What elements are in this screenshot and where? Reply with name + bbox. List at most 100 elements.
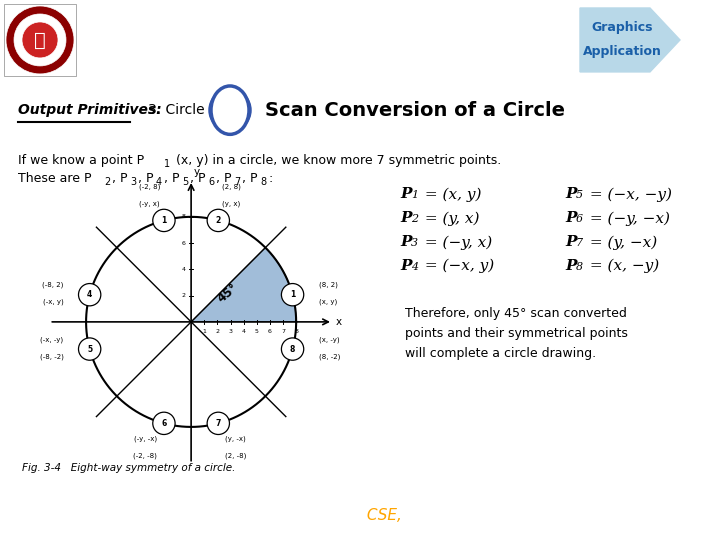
Text: = (−x, y): = (−x, y) bbox=[420, 259, 494, 273]
Text: 8: 8 bbox=[290, 345, 295, 354]
Text: P: P bbox=[400, 235, 412, 249]
Text: 3: 3 bbox=[228, 329, 233, 334]
Text: 8: 8 bbox=[294, 329, 298, 334]
Text: , P: , P bbox=[242, 172, 258, 185]
Circle shape bbox=[210, 90, 250, 130]
Text: Therefore, only 45° scan converted
points and their symmetrical points
will comp: Therefore, only 45° scan converted point… bbox=[405, 307, 628, 360]
Text: :: : bbox=[268, 172, 272, 185]
Circle shape bbox=[78, 284, 101, 306]
Text: (x, -y): (x, -y) bbox=[319, 336, 339, 342]
Text: = (−y, −x): = (−y, −x) bbox=[585, 211, 670, 226]
Text: 1: 1 bbox=[164, 159, 170, 170]
Text: Scan Conversion of a Circle: Scan Conversion of a Circle bbox=[265, 100, 565, 120]
Text: = (x, −y): = (x, −y) bbox=[585, 259, 660, 273]
Circle shape bbox=[153, 210, 175, 232]
Text: (2, -8): (2, -8) bbox=[225, 452, 246, 458]
Text: 4: 4 bbox=[411, 262, 418, 272]
Text: 1: 1 bbox=[411, 190, 418, 200]
Text: 2: 2 bbox=[182, 293, 186, 298]
Text: CSE 403: Computer Graphics: CSE 403: Computer Graphics bbox=[95, 26, 566, 54]
Text: , P: , P bbox=[190, 172, 205, 185]
Text: These are P: These are P bbox=[18, 172, 91, 185]
Text: , P: , P bbox=[216, 172, 232, 185]
Text: P: P bbox=[565, 259, 577, 273]
Text: 2: 2 bbox=[104, 177, 110, 187]
Text: 7: 7 bbox=[576, 238, 583, 248]
Text: (x, y): (x, y) bbox=[319, 299, 337, 305]
Wedge shape bbox=[191, 248, 296, 322]
Circle shape bbox=[207, 210, 230, 232]
Text: Output Primitives:: Output Primitives: bbox=[18, 103, 161, 117]
Text: = (y, x): = (y, x) bbox=[420, 211, 480, 226]
Text: (8, -2): (8, -2) bbox=[319, 353, 341, 360]
Text: (-8, 2): (-8, 2) bbox=[42, 282, 63, 288]
Text: (-x, -y): (-x, -y) bbox=[40, 336, 63, 342]
Text: 3. Circle: 3. Circle bbox=[148, 103, 204, 117]
Text: 2: 2 bbox=[411, 214, 418, 224]
Text: (-y, x): (-y, x) bbox=[140, 201, 160, 207]
Ellipse shape bbox=[211, 86, 249, 134]
Text: = (−x, −y): = (−x, −y) bbox=[585, 187, 672, 201]
Text: (y, -x): (y, -x) bbox=[225, 435, 246, 442]
Text: (-x, y): (-x, y) bbox=[42, 299, 63, 305]
Text: 6: 6 bbox=[576, 214, 583, 224]
Circle shape bbox=[282, 284, 304, 306]
Text: P: P bbox=[565, 235, 577, 249]
Text: 7: 7 bbox=[234, 177, 240, 187]
Text: 4: 4 bbox=[87, 290, 92, 299]
Text: , P: , P bbox=[112, 172, 127, 185]
Text: (-2, 8): (-2, 8) bbox=[139, 184, 160, 190]
Text: , P: , P bbox=[164, 172, 179, 185]
Circle shape bbox=[14, 14, 66, 66]
Text: CSE,: CSE, bbox=[362, 508, 402, 523]
Text: 6: 6 bbox=[208, 177, 214, 187]
Text: 6: 6 bbox=[182, 241, 186, 246]
Text: 5: 5 bbox=[576, 190, 583, 200]
Text: 5: 5 bbox=[255, 329, 258, 334]
Text: 5: 5 bbox=[87, 345, 92, 354]
Text: 3: 3 bbox=[130, 177, 136, 187]
Text: = (x, y): = (x, y) bbox=[420, 187, 482, 201]
Text: 45°: 45° bbox=[215, 281, 240, 305]
Text: (-2, -8): (-2, -8) bbox=[133, 452, 158, 458]
Text: (x, y) in a circle, we know more 7 symmetric points.: (x, y) in a circle, we know more 7 symme… bbox=[172, 154, 501, 167]
FancyBboxPatch shape bbox=[4, 4, 76, 76]
Text: If we know a point P: If we know a point P bbox=[18, 154, 144, 167]
Circle shape bbox=[207, 412, 230, 435]
Text: Fig. 3-4   Eight-way symmetry of a circle.: Fig. 3-4 Eight-way symmetry of a circle. bbox=[22, 463, 235, 474]
Text: , P: , P bbox=[138, 172, 153, 185]
Text: 4: 4 bbox=[182, 267, 186, 272]
Text: 7: 7 bbox=[215, 419, 221, 428]
Text: ✋: ✋ bbox=[34, 30, 46, 50]
Text: Graphics: Graphics bbox=[591, 22, 653, 35]
Text: 1: 1 bbox=[202, 329, 206, 334]
Text: 2: 2 bbox=[215, 329, 220, 334]
Text: x: x bbox=[336, 317, 342, 327]
Text: (8, 2): (8, 2) bbox=[319, 282, 338, 288]
Text: 4: 4 bbox=[156, 177, 162, 187]
Text: = (y, −x): = (y, −x) bbox=[585, 235, 657, 249]
Text: 2: 2 bbox=[216, 216, 221, 225]
Text: 8: 8 bbox=[182, 214, 186, 219]
Text: (2, 8): (2, 8) bbox=[222, 184, 241, 190]
Text: 8: 8 bbox=[576, 262, 583, 272]
Text: P: P bbox=[400, 211, 412, 225]
Text: P: P bbox=[400, 259, 412, 273]
Text: 1: 1 bbox=[161, 216, 166, 225]
Text: y: y bbox=[194, 167, 200, 178]
Text: 3: 3 bbox=[411, 238, 418, 248]
Text: 8: 8 bbox=[260, 177, 266, 187]
Polygon shape bbox=[580, 8, 680, 72]
Text: 6: 6 bbox=[268, 329, 272, 334]
Text: (-y, -x): (-y, -x) bbox=[134, 435, 158, 442]
Text: P: P bbox=[400, 187, 412, 201]
Text: = (−y, x): = (−y, x) bbox=[420, 235, 492, 249]
Text: 1: 1 bbox=[290, 290, 295, 299]
Circle shape bbox=[22, 22, 58, 58]
Text: P: P bbox=[565, 187, 577, 201]
Circle shape bbox=[282, 338, 304, 360]
Text: 6: 6 bbox=[161, 419, 166, 428]
Circle shape bbox=[153, 412, 175, 435]
Text: 4: 4 bbox=[242, 329, 246, 334]
Circle shape bbox=[6, 6, 74, 74]
